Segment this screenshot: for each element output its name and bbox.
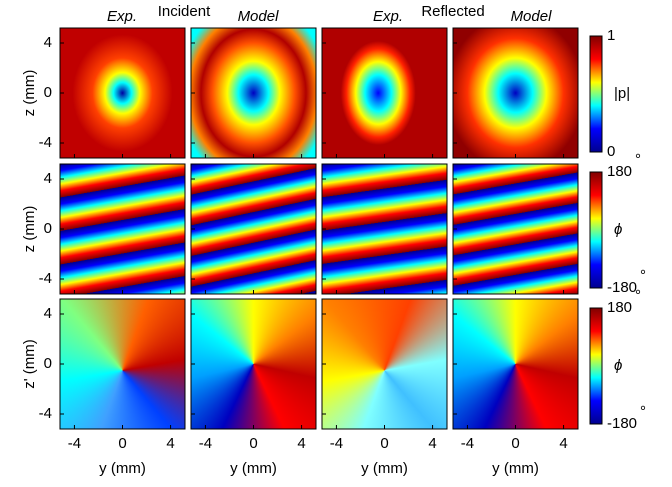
- y-tick-label: 4: [44, 34, 52, 51]
- x-tick-label: 0: [511, 435, 519, 452]
- y-tick-label: -4: [39, 405, 52, 422]
- panel-frame: [60, 28, 185, 158]
- panel-frame: [191, 164, 316, 294]
- source-label: Model: [511, 8, 553, 25]
- panel-frame: [191, 28, 316, 158]
- y-axis-label: z (mm): [21, 70, 38, 117]
- x-tick-label: 4: [297, 435, 305, 452]
- colorbar: [590, 172, 602, 288]
- source-label: Exp.: [107, 8, 137, 25]
- colorbar-label: ϕ: [614, 357, 622, 374]
- y-tick-label: -4: [39, 134, 52, 151]
- x-tick-label: -4: [199, 435, 212, 452]
- y-tick-label: 0: [44, 355, 52, 372]
- y-tick-label: 4: [44, 170, 52, 187]
- colorbar-unit: °: [640, 267, 646, 284]
- group-label: Incident: [158, 3, 211, 20]
- x-tick-label: 4: [166, 435, 174, 452]
- x-tick-label: 4: [428, 435, 436, 452]
- source-label: Exp.: [373, 8, 403, 25]
- panel-frame: [60, 299, 185, 429]
- panel-frame: [453, 28, 578, 158]
- colorbar: [590, 308, 602, 424]
- y-tick-label: 4: [44, 305, 52, 322]
- panel-frame: [191, 299, 316, 429]
- x-tick-label: 0: [380, 435, 388, 452]
- x-axis-label: y (mm): [361, 460, 408, 477]
- colorbar-unit: °: [635, 151, 641, 168]
- y-axis-label: z' (mm): [21, 339, 38, 389]
- panel-frame: [453, 299, 578, 429]
- x-tick-label: -4: [461, 435, 474, 452]
- x-tick-label: 0: [118, 435, 126, 452]
- colorbar-label: ϕ: [614, 221, 622, 238]
- panel-frame: [322, 164, 447, 294]
- figure: -404z (mm)-404z (mm)-404-404y (mm)-404y …: [0, 0, 672, 487]
- panel-frame: [453, 164, 578, 294]
- group-label: Reflected: [421, 3, 484, 20]
- x-tick-label: 4: [559, 435, 567, 452]
- colorbar-tick-label: -180: [607, 415, 637, 432]
- colorbar-tick-label: 1: [607, 27, 615, 44]
- colorbar-unit: °: [640, 403, 646, 420]
- panel-frame: [60, 164, 185, 294]
- colorbar: [590, 36, 602, 152]
- y-tick-label: 0: [44, 84, 52, 101]
- colorbar-label: |p|: [614, 85, 630, 102]
- x-tick-label: -4: [330, 435, 343, 452]
- x-axis-label: y (mm): [99, 460, 146, 477]
- panel-frame: [322, 28, 447, 158]
- colorbar-tick-label: 0: [607, 143, 615, 160]
- x-axis-label: y (mm): [492, 460, 539, 477]
- y-axis-label: z (mm): [21, 206, 38, 253]
- x-axis-label: y (mm): [230, 460, 277, 477]
- y-tick-label: -4: [39, 270, 52, 287]
- x-tick-label: 0: [249, 435, 257, 452]
- page: -404z (mm)-404z (mm)-404-404y (mm)-404y …: [0, 0, 672, 487]
- colorbar-tick-label: 180: [607, 299, 632, 316]
- colorbar-tick-label: -180: [607, 279, 637, 296]
- y-tick-label: 0: [44, 220, 52, 237]
- colorbar-tick-label: 180: [607, 163, 632, 180]
- colorbar-unit: °: [635, 287, 641, 304]
- source-label: Model: [238, 8, 280, 25]
- x-tick-label: -4: [68, 435, 81, 452]
- panel-frame: [322, 299, 447, 429]
